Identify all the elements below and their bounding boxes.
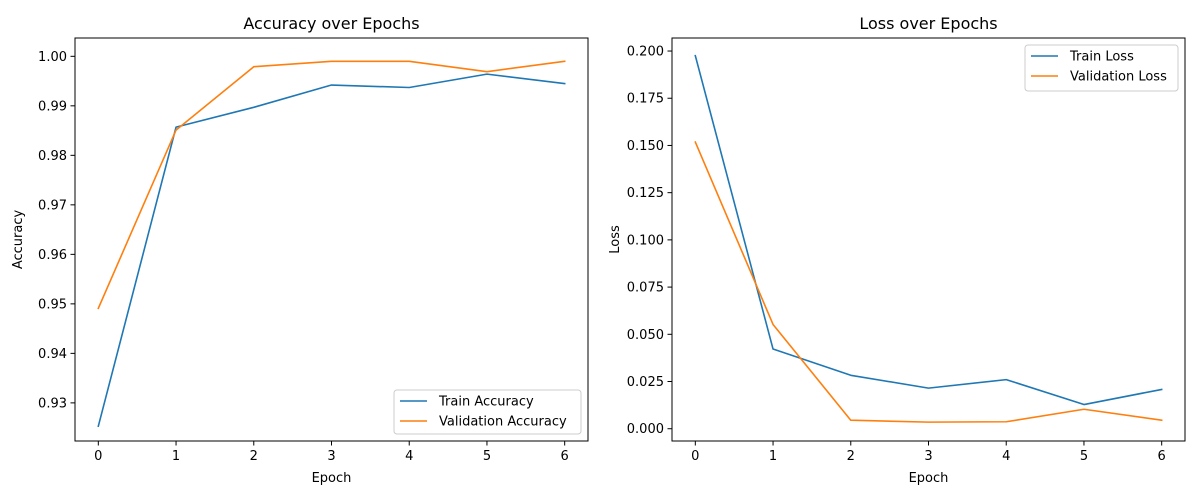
x-tick-label: 4 bbox=[405, 449, 413, 464]
x-tick-label: 5 bbox=[1080, 449, 1088, 464]
legend-box bbox=[1024, 44, 1179, 92]
chart-title: Accuracy over Epochs bbox=[243, 14, 419, 33]
x-axis-label: Epoch bbox=[909, 471, 949, 486]
y-tick-label: 0.93 bbox=[38, 396, 67, 411]
y-tick-label: 0.175 bbox=[627, 92, 664, 107]
x-tick-label: 4 bbox=[1002, 449, 1010, 464]
y-axis-label: Loss bbox=[608, 225, 623, 254]
y-tick-label: 0.125 bbox=[627, 186, 664, 201]
plot-frame bbox=[74, 37, 589, 442]
series-line-train-loss bbox=[694, 54, 1163, 406]
x-tick-label: 1 bbox=[172, 449, 180, 464]
legend: Train Accuracy Validation Accuracy bbox=[393, 389, 582, 435]
x-tick-label: 2 bbox=[250, 449, 258, 464]
series-line-validation-accuracy bbox=[97, 60, 566, 310]
legend-label: Train Loss bbox=[1069, 50, 1134, 65]
legend-label: Validation Accuracy bbox=[439, 415, 567, 430]
y-tick-label: 0.94 bbox=[38, 347, 67, 362]
y-tick-label: 0.200 bbox=[627, 45, 664, 60]
x-tick-label: 3 bbox=[327, 449, 335, 464]
x-tick-label: 0 bbox=[691, 449, 699, 464]
y-tick-label: 0.050 bbox=[627, 328, 664, 343]
legend-label: Train Accuracy bbox=[438, 395, 534, 410]
y-tick-label: 0.000 bbox=[627, 422, 664, 437]
x-tick-label: 3 bbox=[924, 449, 932, 464]
x-tick-label: 6 bbox=[561, 449, 569, 464]
y-tick-label: 0.98 bbox=[38, 149, 67, 164]
legend: Train Loss Validation Loss bbox=[1024, 44, 1179, 92]
y-tick-label: 0.99 bbox=[38, 99, 67, 114]
x-tick-label: 0 bbox=[94, 449, 102, 464]
chart-title: Loss over Epochs bbox=[859, 14, 997, 33]
y-tick-label: 0.025 bbox=[627, 375, 664, 390]
y-tick-label: 0.150 bbox=[627, 139, 664, 154]
y-tick-label: 0.96 bbox=[38, 248, 67, 263]
series-line-train-accuracy bbox=[97, 73, 566, 428]
y-tick-label: 0.075 bbox=[627, 281, 664, 296]
y-tick-label: 1.00 bbox=[38, 50, 67, 65]
legend-label: Validation Loss bbox=[1070, 70, 1167, 85]
x-axis-label: Epoch bbox=[312, 471, 352, 486]
x-tick-label: 1 bbox=[769, 449, 777, 464]
x-tick-label: 2 bbox=[847, 449, 855, 464]
series-line-validation-loss bbox=[694, 141, 1163, 423]
y-tick-label: 0.97 bbox=[38, 198, 67, 213]
x-tick-label: 5 bbox=[483, 449, 491, 464]
y-tick-label: 0.100 bbox=[627, 233, 664, 248]
chart-loss: Loss over Epochs 0 1 2 3 4 5 6 0.000 0.025 0.050 0.… bbox=[608, 14, 1186, 486]
y-axis-label: Accuracy bbox=[11, 210, 26, 270]
chart-accuracy: Accuracy over Epochs 0 1 2 3 4 5 6 0.93 0.94 0.95 0… bbox=[11, 14, 589, 486]
legend-box bbox=[393, 389, 582, 435]
y-tick-label: 0.95 bbox=[38, 297, 67, 312]
plot-frame bbox=[671, 37, 1186, 442]
x-tick-label: 6 bbox=[1158, 449, 1166, 464]
